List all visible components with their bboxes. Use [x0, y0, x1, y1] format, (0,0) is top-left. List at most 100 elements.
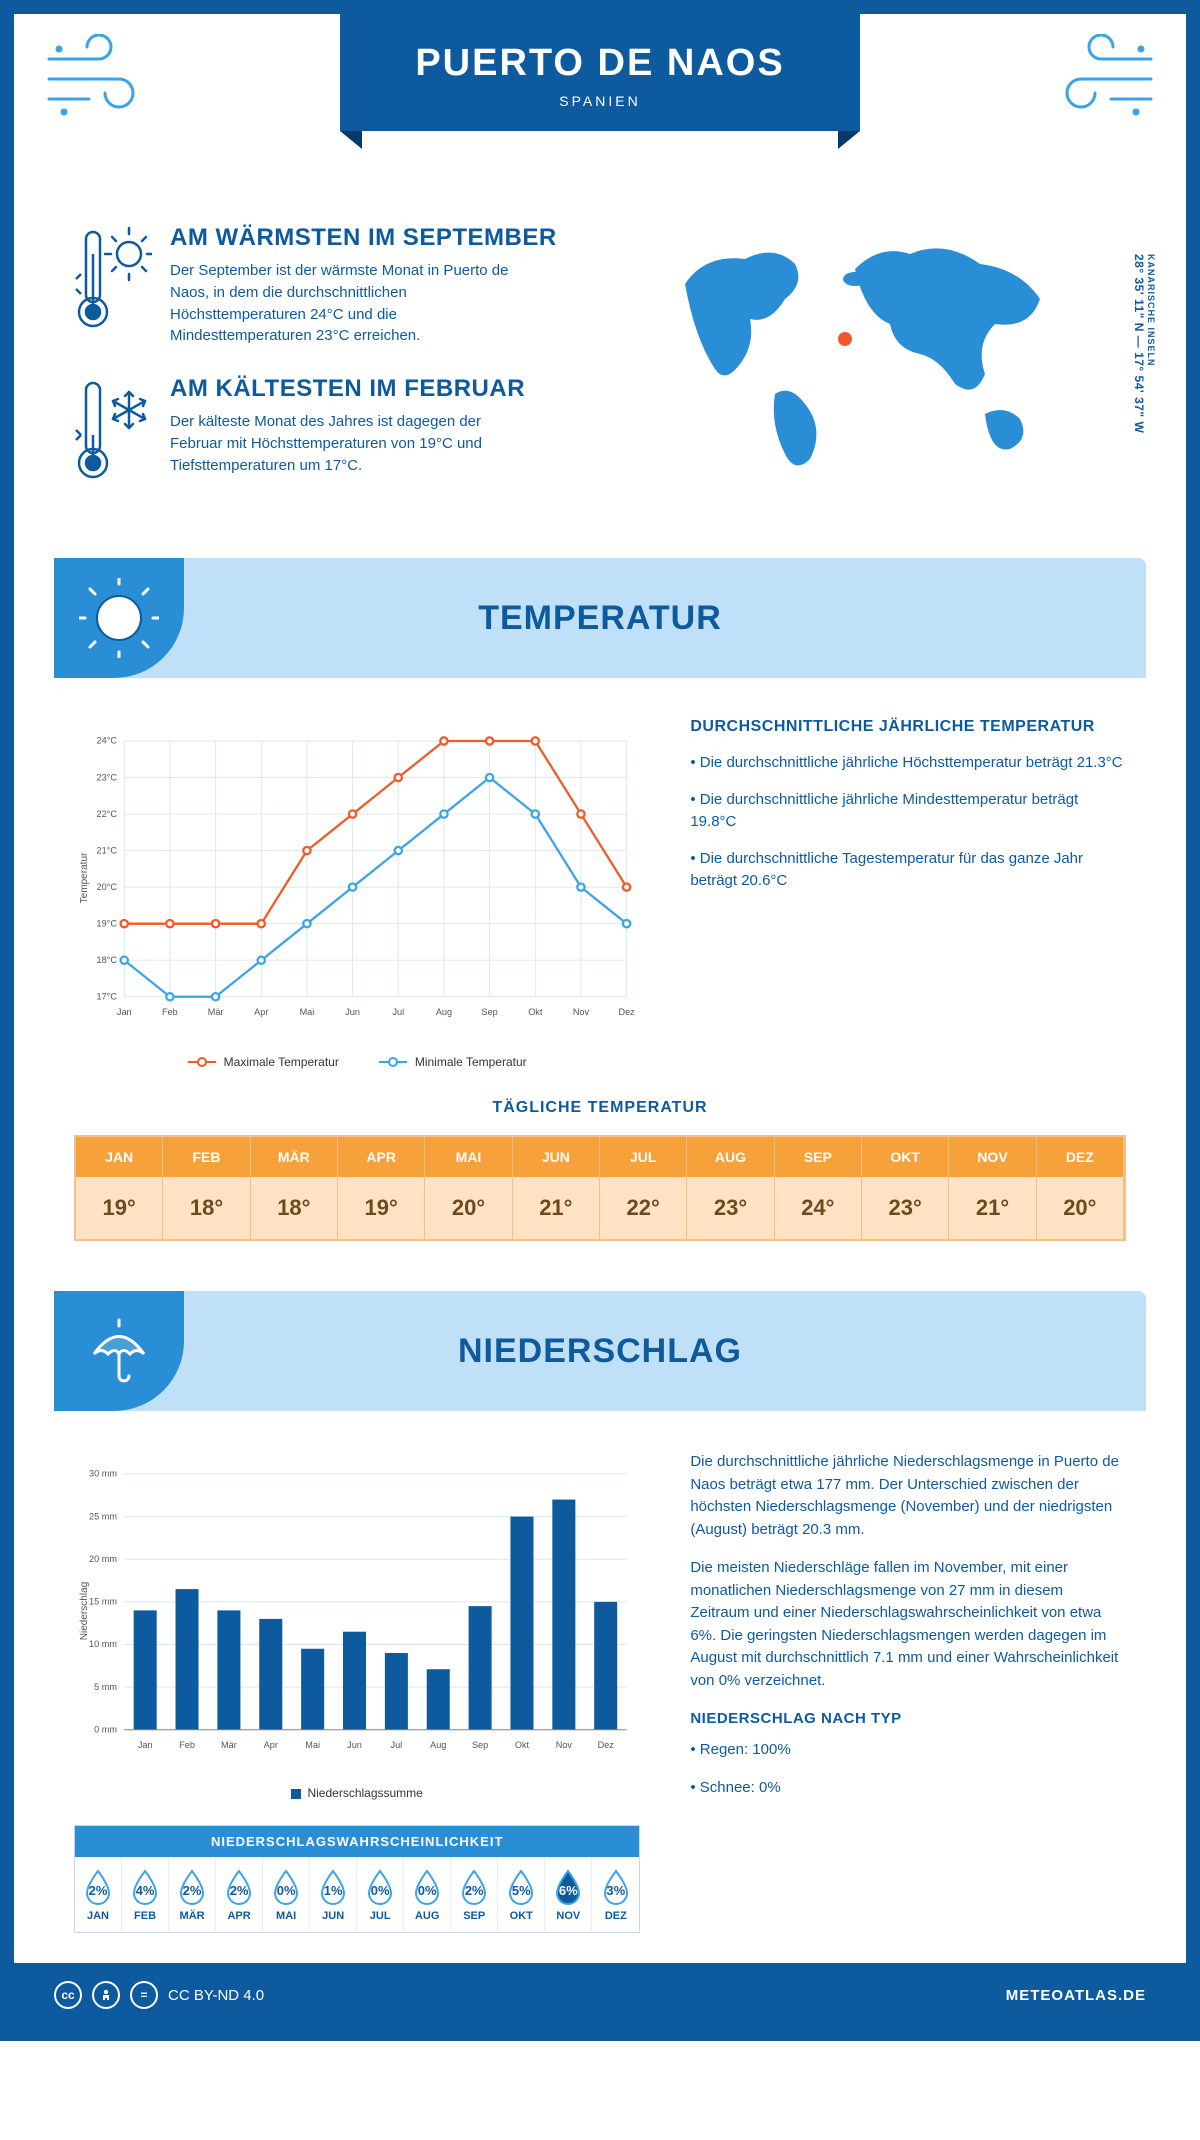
daily-temp-section: TÄGLICHE TEMPERATUR JANFEBMÄRAPRMAIJUNJU… — [14, 1089, 1186, 1291]
title-banner: PUERTO DE NAOS SPANIEN — [340, 14, 860, 131]
precip-text: Die durchschnittliche jährliche Niedersc… — [690, 1451, 1126, 1933]
svg-text:Apr: Apr — [264, 1740, 278, 1750]
umbrella-corner-icon — [54, 1291, 184, 1411]
wind-icon-right — [1046, 34, 1156, 129]
svg-text:Jun: Jun — [345, 1007, 360, 1017]
warmest-block: AM WÄRMSTEN IM SEPTEMBER Der September i… — [74, 224, 615, 347]
temp-table-head: AUG — [687, 1137, 774, 1177]
footer: cc = CC BY-ND 4.0 METEOATLAS.DE — [14, 1963, 1186, 2027]
legend-max-label: Maximale Temperatur — [224, 1055, 339, 1069]
svg-text:Sep: Sep — [472, 1740, 488, 1750]
prob-cell: 0%JUL — [357, 1857, 404, 1932]
page-title: PUERTO DE NAOS — [360, 42, 840, 85]
precip-body: 0 mm5 mm10 mm15 mm20 mm25 mm30 mmNieders… — [14, 1411, 1186, 1963]
precip-bar-chart: 0 mm5 mm10 mm15 mm20 mm25 mm30 mmNieders… — [74, 1451, 640, 1771]
svg-text:19°C: 19°C — [97, 918, 118, 928]
temp-table-cell: 24° — [775, 1177, 862, 1239]
svg-text:10 mm: 10 mm — [89, 1639, 117, 1649]
warmest-title: AM WÄRMSTEN IM SEPTEMBER — [170, 224, 557, 252]
summary-line-0: • Die durchschnittliche jährliche Höchst… — [690, 752, 1126, 775]
temp-table-cell: 21° — [949, 1177, 1036, 1239]
temp-table-head: OKT — [862, 1137, 949, 1177]
prob-cell: 1%JUN — [310, 1857, 357, 1932]
nd-icon: = — [130, 1981, 158, 2009]
svg-text:Nov: Nov — [573, 1007, 590, 1017]
temp-table-head: FEB — [163, 1137, 250, 1177]
svg-text:Okt: Okt — [515, 1740, 530, 1750]
svg-text:24°C: 24°C — [97, 736, 118, 746]
svg-text:20°C: 20°C — [97, 882, 118, 892]
summary-line-2: • Die durchschnittliche Tagestemperatur … — [690, 848, 1126, 893]
footer-license: cc = CC BY-ND 4.0 — [54, 1981, 264, 2009]
svg-text:Temperatur: Temperatur — [79, 852, 90, 903]
intro-left: AM WÄRMSTEN IM SEPTEMBER Der September i… — [74, 224, 615, 518]
svg-text:Okt: Okt — [528, 1007, 543, 1017]
temp-table-cell: 18° — [251, 1177, 338, 1239]
svg-text:25 mm: 25 mm — [89, 1511, 117, 1521]
temperature-section-head: TEMPERATUR — [54, 558, 1146, 678]
license-text: CC BY-ND 4.0 — [168, 1987, 264, 2004]
prob-cell: 2%JAN — [75, 1857, 122, 1932]
svg-text:Mai: Mai — [305, 1740, 320, 1750]
precip-para-2: Die meisten Niederschläge fallen im Nove… — [690, 1557, 1126, 1692]
temperature-title: TEMPERATUR — [478, 599, 722, 638]
temperature-line-chart: 17°C18°C19°C20°C21°C22°C23°C24°CJanFebMä… — [74, 718, 640, 1038]
svg-text:Feb: Feb — [162, 1007, 178, 1017]
prob-cell: 2%MÄR — [169, 1857, 216, 1932]
warmest-text: Der September ist der wärmste Monat in P… — [170, 260, 530, 347]
temperature-summary: DURCHSCHNITTLICHE JÄHRLICHE TEMPERATUR •… — [690, 718, 1126, 1069]
daily-temp-table: JANFEBMÄRAPRMAIJUNJULAUGSEPOKTNOVDEZ19°1… — [74, 1135, 1126, 1241]
svg-text:Jul: Jul — [392, 1007, 404, 1017]
lon-label: 17° 54' 37" W — [1132, 352, 1146, 433]
temp-table-head: APR — [338, 1137, 425, 1177]
thermometer-sun-icon — [74, 224, 152, 347]
svg-text:Jan: Jan — [138, 1740, 153, 1750]
intro-section: AM WÄRMSTEN IM SEPTEMBER Der September i… — [14, 194, 1186, 558]
temp-table-cell: 20° — [1037, 1177, 1124, 1239]
page-subtitle: SPANIEN — [360, 93, 840, 109]
precip-chart-wrap: 0 mm5 mm10 mm15 mm20 mm25 mm30 mmNieders… — [74, 1451, 640, 1933]
precip-title: NIEDERSCHLAG — [458, 1332, 742, 1371]
region-label: KANARISCHE INSELN — [1146, 254, 1156, 427]
svg-text:18°C: 18°C — [97, 955, 118, 965]
temp-table-head: NOV — [949, 1137, 1036, 1177]
coldest-title: AM KÄLTESTEN IM FEBRUAR — [170, 375, 530, 403]
temp-table-cell: 21° — [513, 1177, 600, 1239]
svg-text:22°C: 22°C — [97, 809, 118, 819]
svg-text:23°C: 23°C — [97, 772, 118, 782]
temp-table-head: JUL — [600, 1137, 687, 1177]
header-band: PUERTO DE NAOS SPANIEN — [14, 14, 1186, 194]
prob-cell: 6%NOV — [545, 1857, 592, 1932]
legend-min: Minimale Temperatur — [379, 1055, 527, 1069]
lat-label: 28° 35' 11" N — [1132, 254, 1146, 332]
prob-cell: 3%DEZ — [592, 1857, 639, 1932]
temp-table-head: MAI — [425, 1137, 512, 1177]
svg-text:Dez: Dez — [619, 1007, 636, 1017]
svg-text:Nov: Nov — [556, 1740, 573, 1750]
temperature-chart-wrap: 17°C18°C19°C20°C21°C22°C23°C24°CJanFebMä… — [74, 718, 640, 1069]
svg-text:Dez: Dez — [598, 1740, 615, 1750]
svg-text:21°C: 21°C — [97, 845, 118, 855]
svg-text:20 mm: 20 mm — [89, 1554, 117, 1564]
precip-type-snow: • Schnee: 0% — [690, 1777, 1126, 1800]
temp-table-cell: 23° — [687, 1177, 774, 1239]
temp-table-cell: 19° — [76, 1177, 163, 1239]
temperature-legend: Maximale Temperatur Minimale Temperatur — [74, 1055, 640, 1069]
temperature-body: 17°C18°C19°C20°C21°C22°C23°C24°CJanFebMä… — [14, 678, 1186, 1089]
svg-text:Aug: Aug — [430, 1740, 446, 1750]
precip-legend: Niederschlagssumme — [74, 1786, 640, 1800]
legend-min-label: Minimale Temperatur — [415, 1055, 527, 1069]
temp-table-head: SEP — [775, 1137, 862, 1177]
by-icon — [92, 1981, 120, 2009]
world-map-block: KANARISCHE INSELN 28° 35' 11" N — 17° 54… — [655, 224, 1126, 518]
svg-text:Jun: Jun — [347, 1740, 362, 1750]
prob-cell: 0%MAI — [263, 1857, 310, 1932]
temp-table-head: MÄR — [251, 1137, 338, 1177]
precip-section-head: NIEDERSCHLAG — [54, 1291, 1146, 1411]
svg-text:Feb: Feb — [179, 1740, 195, 1750]
svg-text:Niederschlag: Niederschlag — [79, 1582, 90, 1641]
temp-table-cell: 20° — [425, 1177, 512, 1239]
svg-text:5 mm: 5 mm — [94, 1682, 117, 1692]
svg-text:Aug: Aug — [436, 1007, 452, 1017]
prob-cell: 4%FEB — [122, 1857, 169, 1932]
